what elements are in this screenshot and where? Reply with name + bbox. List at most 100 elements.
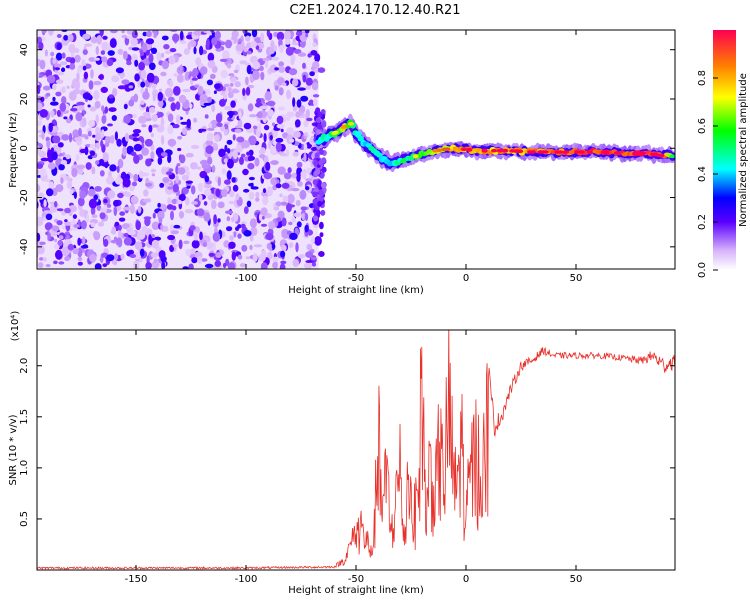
noise-blob	[122, 146, 127, 157]
noise-blob	[239, 60, 248, 65]
noise-blob	[93, 194, 98, 201]
noise-blob	[204, 175, 210, 183]
noise-blob	[207, 96, 212, 103]
noise-blob	[196, 208, 205, 217]
noise-blob	[266, 251, 273, 260]
noise-blob	[305, 186, 310, 191]
y-tick-label: 2.0	[19, 358, 30, 374]
noise-blob	[185, 152, 194, 158]
noise-blob	[233, 231, 237, 238]
ridge-hotspot	[348, 122, 355, 126]
noise-blob	[227, 262, 236, 269]
noise-blob	[163, 44, 170, 50]
noise-blob	[228, 200, 235, 205]
noise-blob	[292, 151, 299, 157]
ridge-hotspot	[481, 148, 488, 153]
noise-blob	[158, 217, 163, 224]
noise-blob	[109, 38, 117, 48]
noise-blob	[300, 170, 307, 179]
noise-blob	[67, 34, 74, 42]
noise-blob	[131, 181, 138, 187]
noise-blob	[102, 263, 108, 268]
noise-blob	[150, 252, 159, 258]
noise-blob	[89, 254, 97, 263]
noise-blob	[134, 59, 139, 67]
noise-blob	[230, 77, 237, 83]
noise-blob	[104, 141, 110, 148]
noise-blob	[70, 107, 78, 112]
noise-blob	[277, 210, 285, 219]
noise-blob	[160, 152, 168, 157]
y-tick-label: 0.5	[19, 511, 30, 527]
noise-blob	[167, 113, 174, 122]
noise-blob	[258, 65, 264, 72]
noise-blob	[116, 165, 120, 173]
noise-blob	[265, 161, 271, 171]
noise-blob	[250, 40, 257, 48]
noise-blob	[300, 206, 307, 211]
noise-blob	[228, 111, 233, 119]
noise-blob	[134, 241, 143, 251]
noise-blob	[186, 185, 191, 189]
noise-blob	[55, 91, 62, 97]
noise-blob	[226, 170, 232, 181]
noise-blob	[157, 202, 161, 208]
noise-blob	[75, 112, 83, 122]
noise-blob	[177, 199, 182, 205]
noise-blob	[246, 50, 252, 55]
noise-blob	[82, 236, 86, 245]
noise-blob	[61, 225, 67, 230]
ridge-hotspot	[466, 148, 472, 152]
noise-blob	[121, 30, 125, 34]
noise-blob	[312, 198, 318, 205]
noise-blob	[101, 56, 108, 63]
noise-blob	[215, 188, 221, 198]
noise-blob	[217, 201, 225, 209]
noise-blob	[152, 212, 156, 219]
noise-blob	[275, 142, 282, 153]
noise-blob	[280, 128, 284, 133]
noise-blob	[290, 57, 295, 66]
noise-blob	[72, 214, 77, 220]
noise-blob	[212, 232, 221, 242]
noise-blob	[33, 186, 36, 190]
noise-blob	[40, 96, 45, 103]
noise-blob	[74, 81, 81, 90]
noise-blob	[240, 153, 246, 158]
noise-blob	[156, 111, 164, 118]
noise-blob	[123, 237, 132, 246]
noise-blob	[231, 217, 235, 223]
noise-blob	[148, 62, 156, 71]
noise-blob	[168, 55, 176, 65]
noise-blob	[235, 193, 240, 201]
noise-blob	[193, 46, 197, 55]
noise-blob	[89, 143, 95, 149]
noise-blob	[314, 53, 321, 63]
noise-blob	[312, 191, 318, 198]
noise-blob	[310, 256, 317, 261]
noise-blob	[206, 132, 214, 142]
ridge-hotspot	[412, 154, 419, 158]
noise-blob	[50, 51, 55, 57]
noise-blob	[191, 257, 198, 264]
noise-blob	[273, 45, 278, 52]
noise-blob	[245, 256, 251, 260]
noise-blob	[82, 110, 87, 115]
noise-blob	[160, 224, 164, 231]
noise-blob	[268, 48, 275, 55]
noise-blob	[37, 120, 43, 127]
noise-blob	[165, 184, 169, 188]
noise-blob	[157, 210, 165, 220]
noise-blob	[54, 238, 58, 243]
noise-blob	[107, 190, 116, 199]
noise-blob	[225, 39, 232, 49]
noise-blob	[93, 231, 99, 239]
noise-blob	[306, 243, 313, 251]
noise-blob	[121, 34, 128, 39]
noise-blob	[277, 106, 286, 111]
noise-blob	[167, 154, 172, 163]
noise-blob	[175, 175, 179, 184]
noise-blob	[275, 201, 282, 207]
noise-blob	[217, 218, 221, 223]
